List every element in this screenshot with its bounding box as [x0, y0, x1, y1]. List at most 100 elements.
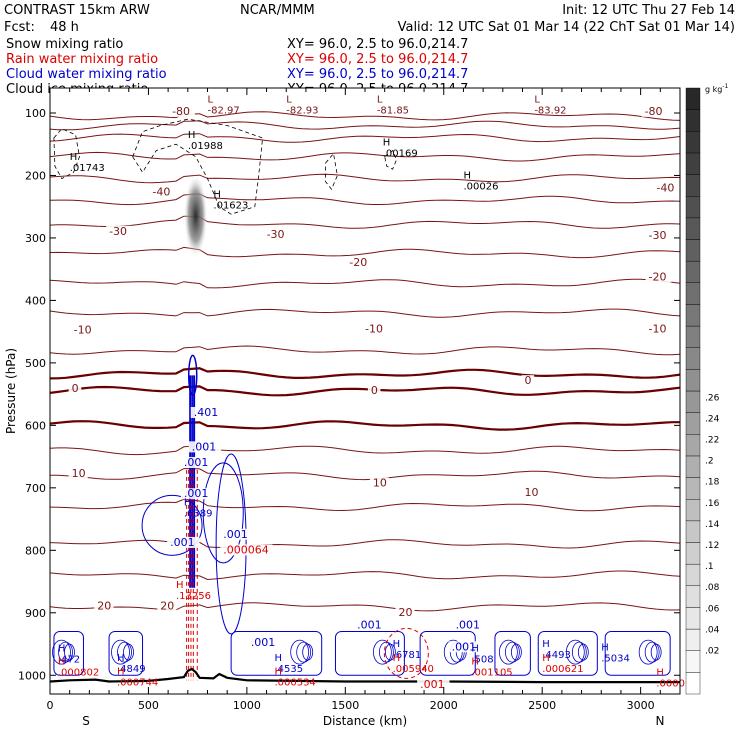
- cloud-water-contour: [537, 631, 598, 676]
- colorbar-swatch: [685, 239, 701, 262]
- contour-label-bg: [157, 600, 177, 612]
- contour-label: .401: [194, 406, 219, 419]
- isotherm-line: [50, 445, 680, 456]
- colorbar-tick-label: .26: [705, 393, 720, 403]
- colorbar-swatch: [685, 477, 701, 500]
- x-tick-label: 2000: [430, 699, 458, 712]
- contour-label-bg: [68, 383, 82, 395]
- cloud-ice-contour: [384, 149, 397, 170]
- cloud-water-contour: [604, 631, 671, 676]
- field-xy: XY= 96.0, 2.5 to 96.0,214.7: [287, 37, 468, 52]
- colorbar-swatch: [685, 390, 701, 413]
- colorbar-swatch: [685, 152, 701, 175]
- colorbar-swatch: [685, 304, 701, 327]
- y-tick-label: 500: [25, 357, 46, 370]
- cloud-water-contour: [504, 641, 520, 663]
- x-tick-label: 500: [138, 699, 159, 712]
- extremum-type: H: [393, 653, 401, 664]
- isotherm-line: [50, 278, 680, 289]
- colorbar-swatch: [685, 672, 701, 695]
- contour-label: -80: [645, 105, 663, 118]
- colorbar-tick-label: .18: [705, 478, 720, 488]
- contour-label: -10: [649, 322, 667, 335]
- cloud-water-contour: [230, 631, 323, 676]
- colorbar-swatches: [685, 87, 701, 695]
- extremum-type: H: [176, 580, 184, 591]
- contour-label: .001: [357, 618, 382, 631]
- contour-label-bg: [362, 323, 388, 335]
- colorbar-swatch: [685, 131, 701, 154]
- cloud-water-contour: [58, 641, 73, 663]
- colorbar-swatch: [685, 347, 701, 370]
- snow-maximum: [183, 174, 208, 259]
- extremum-value: .4535: [274, 664, 303, 675]
- colorbar-swatch: [685, 260, 701, 283]
- isotherm-line: [50, 133, 680, 143]
- contour-label-bg: [68, 468, 88, 480]
- extremum-type: H: [117, 653, 125, 664]
- colorbar-tick-label: .04: [705, 625, 720, 635]
- cloud-water-contour: [290, 639, 310, 665]
- organization: NCAR/MMM: [240, 3, 315, 18]
- contour-label-bg: [641, 105, 668, 117]
- field-xy: XY= 96.0, 2.5 to 96.0,214.7: [287, 52, 468, 67]
- x-tick-label: 3000: [627, 699, 655, 712]
- contour-label-bg: [188, 441, 222, 453]
- extremum-type: H: [471, 644, 479, 655]
- colorbar-swatch: [685, 325, 701, 348]
- extremum-type: H: [58, 644, 66, 655]
- colorbar-swatch: [685, 217, 701, 240]
- contour-label-bg: [521, 375, 535, 387]
- extremum-type: H: [471, 657, 479, 668]
- contour-label: -30: [109, 225, 127, 238]
- isotherm-line: [50, 367, 680, 380]
- cloud-water-contour: [215, 453, 247, 635]
- cloud-ice-contour: [325, 152, 338, 190]
- extremum-type: H: [542, 639, 550, 650]
- extremum-type: H: [184, 497, 192, 508]
- isotherm-line: [50, 539, 680, 549]
- cloud-water-contour: [111, 639, 130, 665]
- x-tick-label: 1000: [233, 699, 261, 712]
- extremum-type: H: [274, 667, 282, 678]
- extremum-value: .01988: [188, 141, 223, 152]
- y-tick-label: 1000: [18, 669, 46, 682]
- extremum-value: -82.97: [208, 105, 240, 116]
- extremum-type: H: [542, 653, 550, 664]
- colorbar-swatch: [685, 434, 701, 457]
- isotherm-line: [50, 308, 680, 318]
- north-label: N: [656, 714, 665, 728]
- isotherm-line: [50, 111, 680, 121]
- contour-label-bg: [247, 636, 281, 648]
- x-axis-label: Distance (km): [323, 714, 407, 728]
- south-label: S: [82, 714, 90, 728]
- rain-water-contour: [383, 627, 429, 679]
- cloud-water-contour: [187, 354, 198, 397]
- contour-label: 20: [398, 606, 412, 619]
- cloud-water-contour: [494, 631, 531, 676]
- extremum-value: .00169: [383, 148, 418, 159]
- contour-label-bg: [645, 230, 672, 242]
- extremum-type: L: [208, 94, 214, 105]
- cloud-ice-contours: [53, 118, 397, 215]
- colorbar-swatch: [685, 109, 701, 132]
- isotherm-line: [50, 120, 680, 131]
- contour-label-bg: [180, 456, 214, 468]
- colorbar-tick-label: .1: [705, 562, 714, 572]
- contour-label-bg: [70, 324, 97, 336]
- extremum-value: .472: [58, 655, 80, 666]
- extremum-value: .01743: [70, 163, 105, 174]
- isotherm-line: [50, 345, 680, 356]
- extremum-value: -81.85: [377, 105, 409, 116]
- colorbar-tick-label: .02: [705, 647, 719, 657]
- colorbar-swatch: [685, 650, 701, 673]
- temperature-contours: [50, 111, 680, 612]
- y-tick-label: 400: [25, 294, 46, 307]
- extremum-value: .0000: [656, 678, 685, 689]
- colorbar-ticks: .02 .04 .06 .08 .1 .12 .14 .16 .18 .2 .22 .24 .26: [705, 393, 720, 656]
- extremum-type: H: [393, 639, 401, 650]
- contour-label-bg: [220, 528, 253, 540]
- extremum-value: .001105: [471, 668, 512, 679]
- contour-label: .001: [456, 618, 481, 631]
